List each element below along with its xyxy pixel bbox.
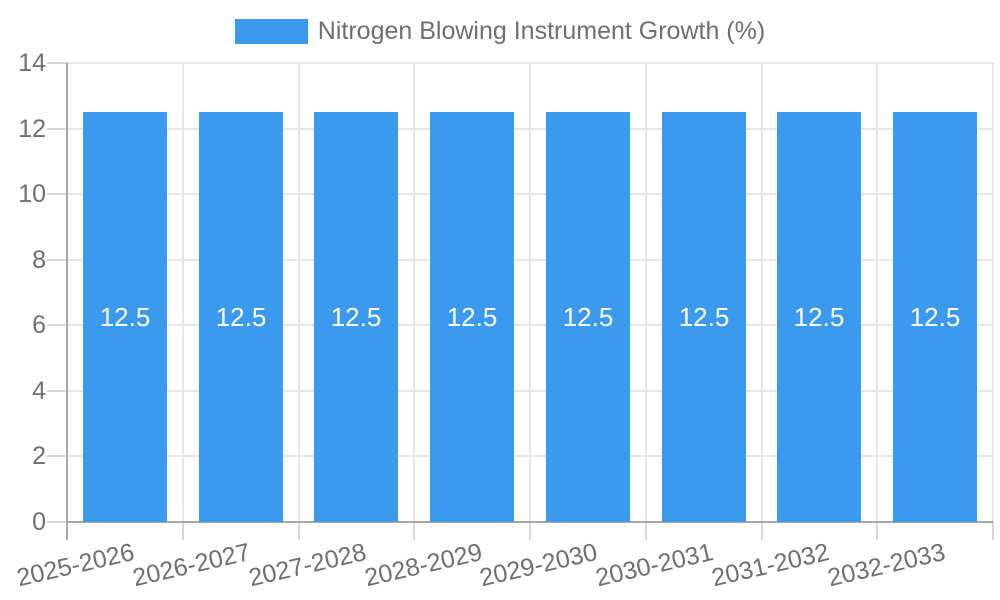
tick-mark — [47, 324, 67, 326]
bar-value-label: 12.5 — [446, 301, 498, 332]
bar-value-label: 12.5 — [215, 301, 267, 332]
bar-value-label: 12.5 — [909, 301, 961, 332]
bar: 12.5 — [777, 112, 861, 522]
y-tick-label: 2 — [32, 442, 46, 470]
bar: 12.5 — [314, 112, 398, 522]
y-tick-label: 8 — [32, 246, 46, 274]
x-tick-label: 2025-2026 — [14, 538, 138, 593]
x-tick-label: 2029-2030 — [477, 538, 601, 593]
tick-mark — [47, 390, 67, 392]
bar: 12.5 — [893, 112, 977, 522]
legend-label: Nitrogen Blowing Instrument Growth (%) — [317, 17, 766, 45]
tick-mark — [298, 522, 300, 540]
bar: 12.5 — [430, 112, 514, 522]
gridline — [413, 63, 415, 522]
y-tick-label: 4 — [32, 377, 46, 405]
gridline — [529, 63, 531, 522]
bar-value-label: 12.5 — [793, 301, 845, 332]
legend: Nitrogen Blowing Instrument Growth (%) — [0, 17, 1000, 46]
y-axis-line — [66, 63, 68, 540]
bar: 12.5 — [83, 112, 167, 522]
x-axis-line — [66, 521, 993, 523]
gridline — [761, 63, 763, 522]
tick-mark — [182, 522, 184, 540]
tick-mark — [876, 522, 878, 540]
tick-mark — [47, 193, 67, 195]
bar: 12.5 — [546, 112, 630, 522]
x-tick-label: 2027-2028 — [245, 538, 369, 593]
x-tick-label: 2028-2029 — [361, 538, 485, 593]
gridline — [645, 63, 647, 522]
bar: 12.5 — [662, 112, 746, 522]
tick-mark — [529, 522, 531, 540]
tick-mark — [47, 455, 67, 457]
gridline — [876, 63, 878, 522]
x-tick-label: 2026-2027 — [130, 538, 253, 593]
bar-value-label: 12.5 — [562, 301, 614, 332]
x-tick-label: 2030-2031 — [593, 538, 716, 593]
y-tick-label: 14 — [18, 49, 46, 77]
bar-value-label: 12.5 — [99, 301, 151, 332]
tick-mark — [47, 259, 67, 261]
y-tick-label: 0 — [32, 508, 46, 536]
bar: 12.5 — [199, 112, 283, 522]
tick-mark — [761, 522, 763, 540]
tick-mark — [413, 522, 415, 540]
gridline — [182, 63, 184, 522]
gridline — [298, 63, 300, 522]
tick-mark — [47, 128, 67, 130]
bar-value-label: 12.5 — [678, 301, 730, 332]
y-tick-label: 10 — [18, 180, 46, 208]
x-tick-label: 2031-2032 — [708, 538, 832, 593]
bar-value-label: 12.5 — [330, 301, 382, 332]
y-tick-label: 12 — [18, 115, 46, 143]
legend-swatch — [234, 19, 308, 44]
tick-mark — [645, 522, 647, 540]
gridline — [992, 63, 994, 522]
tick-mark — [992, 522, 994, 540]
x-tick-label: 2032-2033 — [824, 538, 948, 593]
tick-mark — [47, 62, 67, 64]
tick-mark — [47, 521, 67, 523]
y-tick-label: 6 — [32, 311, 46, 339]
